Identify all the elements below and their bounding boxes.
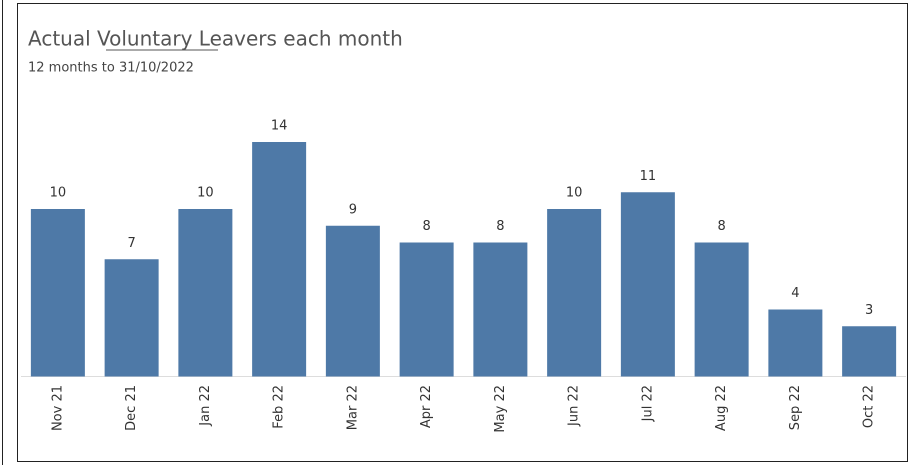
bar [842,326,897,377]
x-tick-label: Mar 22 [345,385,360,430]
bar [252,142,307,377]
bar [694,242,749,377]
bar [768,309,823,377]
value-label: 7 [127,236,135,251]
value-label: 8 [496,219,504,234]
value-label: 8 [717,219,725,234]
x-tick-label: Sep 22 [788,385,803,430]
bar [104,259,159,377]
bar [30,209,85,377]
bar [547,209,602,377]
chart-frame [17,3,908,462]
value-label: 14 [271,119,288,134]
value-label: 10 [50,186,67,201]
bar [178,209,233,377]
value-label: 4 [791,286,799,301]
bar [399,242,454,377]
bar [473,242,528,377]
bar [620,192,675,377]
x-tick-label: Jan 22 [198,385,213,427]
x-tick-label: Aug 22 [714,385,729,431]
bar [325,225,380,377]
value-label: 11 [640,169,657,184]
value-label: 3 [865,303,873,318]
x-tick-label: Nov 21 [50,385,65,431]
value-label: 10 [197,186,214,201]
x-tick-label: Jun 22 [567,385,582,427]
value-label: 9 [349,202,357,217]
x-tick-label: May 22 [493,385,508,433]
x-tick-label: Feb 22 [272,385,287,429]
value-label: 8 [422,219,430,234]
x-tick-label: Apr 22 [419,385,434,428]
x-tick-label: Dec 21 [124,385,139,431]
chart-subtitle: 12 months to 31/10/2022 [28,61,194,76]
value-label: 10 [566,186,583,201]
x-tick-label: Oct 22 [862,385,877,428]
x-tick-label: Jul 22 [640,385,655,422]
chart-title: Actual Voluntary Leavers each month [28,27,403,51]
